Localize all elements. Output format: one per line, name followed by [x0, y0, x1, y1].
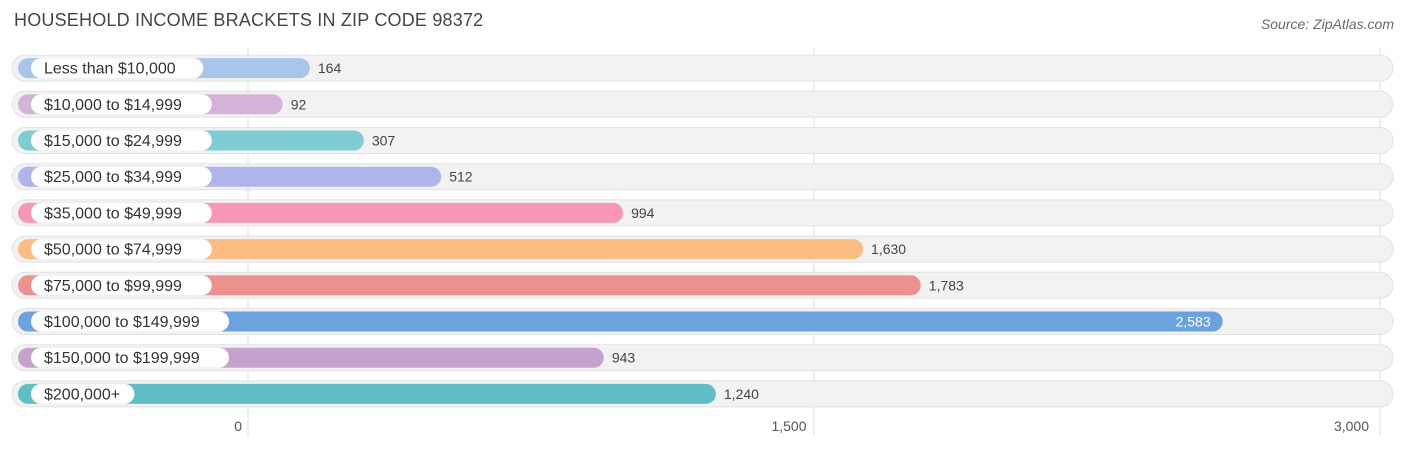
bar	[18, 383, 716, 404]
category-label-bg	[31, 275, 212, 296]
value-label: 92	[291, 96, 307, 112]
bar-track	[11, 54, 1394, 82]
bar	[18, 311, 1223, 332]
category-label: $25,000 to $34,999	[44, 169, 182, 186]
x-tick-label: 1,500	[771, 418, 806, 434]
category-label: $10,000 to $14,999	[44, 97, 182, 114]
category-label-bg	[31, 202, 212, 223]
value-label: 1,783	[929, 277, 964, 293]
category-label-bg	[31, 239, 212, 260]
category-label-bg	[31, 383, 135, 404]
value-label: 307	[372, 133, 396, 149]
category-label: $15,000 to $24,999	[44, 133, 182, 150]
chart-title: HOUSEHOLD INCOME BRACKETS IN ZIP CODE 98…	[14, 10, 484, 30]
category-label-bg	[31, 58, 204, 79]
category-label-bg	[31, 347, 229, 368]
bar-track	[11, 90, 1394, 118]
value-label: 2,583	[1176, 314, 1211, 330]
category-label-bg	[31, 311, 229, 332]
value-label: 512	[449, 169, 473, 185]
value-label: 943	[612, 350, 636, 366]
category-label-bg	[31, 94, 212, 115]
value-label: 1,630	[871, 241, 906, 257]
value-label: 164	[318, 60, 342, 76]
value-label: 994	[631, 205, 655, 221]
category-label: $200,000+	[44, 386, 120, 403]
category-label: $75,000 to $99,999	[44, 278, 182, 295]
category-label: $50,000 to $74,999	[44, 242, 182, 259]
bar	[18, 239, 864, 260]
bar	[18, 275, 921, 296]
source-note: Source: ZipAtlas.com	[1260, 16, 1394, 32]
x-tick-label: 3,000	[1334, 418, 1369, 434]
category-label: $150,000 to $199,999	[44, 350, 200, 367]
category-label: $35,000 to $49,999	[44, 205, 182, 222]
x-tick-label: 0	[234, 418, 242, 434]
category-label: $100,000 to $149,999	[44, 314, 200, 331]
category-label-bg	[31, 130, 212, 151]
category-label: Less than $10,000	[44, 61, 176, 78]
category-label-bg	[31, 166, 212, 187]
value-label: 1,240	[724, 386, 759, 402]
